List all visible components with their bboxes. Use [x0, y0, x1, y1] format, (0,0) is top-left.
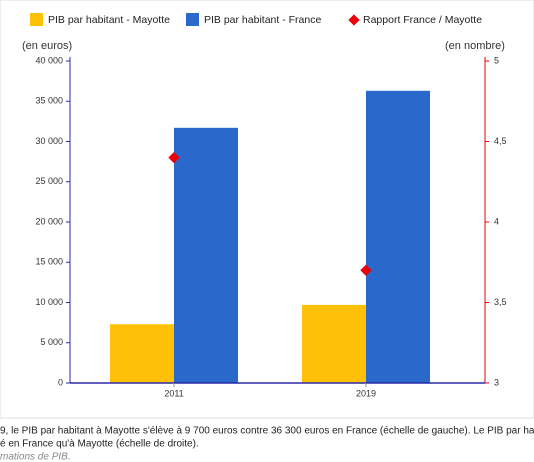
legend-label: Rapport France / Mayotte: [363, 14, 482, 26]
y-tick-label: 15 000: [35, 257, 63, 267]
y2-tick-label: 5: [494, 55, 499, 65]
legend-swatch: [30, 13, 43, 26]
x-tick-label: 2019: [356, 388, 376, 398]
y-tick-label: 35 000: [35, 96, 63, 106]
y2-tick-label: 3: [494, 377, 499, 387]
y-tick-label: 10 000: [35, 297, 63, 307]
bar: [174, 127, 238, 383]
y2-tick-label: 3,5: [494, 297, 507, 307]
y2-tick-label: 4: [494, 216, 499, 226]
y-tick-label: 0: [58, 377, 63, 387]
legend-label: PIB par habitant - France: [204, 14, 321, 26]
y2-axis-label: (en nombre): [445, 40, 505, 52]
legend-swatch: [186, 13, 199, 26]
y-tick-label: 5 000: [40, 337, 63, 347]
y-tick-label: 40 000: [35, 55, 63, 65]
y-tick-label: 30 000: [35, 136, 63, 146]
caption: mations de PIB.: [0, 452, 71, 462]
marker: [360, 264, 372, 276]
bar: [366, 90, 430, 383]
y-axis-label: (en euros): [22, 40, 72, 52]
frame: [0, 0, 534, 419]
caption: 9, le PIB par habitant à Mayotte s'élève…: [0, 426, 534, 437]
marker: [168, 151, 180, 164]
bar: [110, 324, 174, 383]
x-tick-label: 2011: [164, 388, 183, 398]
y-tick-label: 25 000: [35, 176, 63, 186]
y-tick-label: 20 000: [35, 216, 63, 226]
bar: [302, 304, 366, 383]
y2-tick-label: 4,5: [494, 136, 507, 146]
legend-label: PIB par habitant - Mayotte: [48, 14, 170, 26]
caption: é en France qu'à Mayotte (échelle de dro…: [0, 439, 199, 450]
